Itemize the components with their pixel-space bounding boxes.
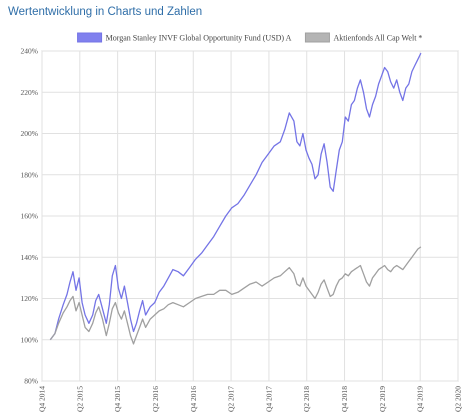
x-tick-label: Q4 2014 [38,386,47,412]
x-tick-label: Q2 2019 [378,386,387,412]
y-tick-label: 200% [21,129,39,138]
y-tick-label: 160% [21,212,39,221]
x-tick-label: Q4 2016 [189,386,198,412]
x-tick-label: Q2 2018 [302,386,311,412]
x-tick-label: Q4 2015 [113,386,122,412]
x-tick-label: Q2 2016 [151,386,160,412]
y-tick-label: 220% [21,88,39,97]
y-tick-label: 120% [21,294,39,303]
y-tick-label: 140% [21,253,39,262]
x-tick-label: Q4 2018 [340,386,349,412]
legend-swatch[interactable] [304,32,330,43]
grid [41,50,459,382]
y-tick-label: 180% [21,170,39,179]
legend-label[interactable]: Aktienfonds All Cap Welt * [333,34,422,43]
y-tick-label: 100% [21,335,39,344]
x-tick-label: Q2 2020 [454,386,463,412]
x-tick-label: Q2 2015 [75,386,84,412]
x-tick-label: Q2 2017 [227,386,236,412]
y-tick-label: 80% [24,377,38,386]
legend-swatch[interactable] [77,32,103,43]
y-tick-label: 240% [21,47,39,56]
series-line-0 [49,52,422,341]
x-tick-label: Q4 2017 [264,386,273,412]
x-tick-label: Q4 2019 [416,386,425,412]
series-line-1 [49,246,422,345]
page-title: Wertentwicklung in Charts und Zahlen [8,6,203,18]
legend-label[interactable]: Morgan Stanley INVF Global Opportunity F… [106,34,292,43]
axes: 80% 100% 120% 140% 160% 180% 200% 220% 240% Q4 20… [21,47,463,413]
legend[interactable]: Morgan Stanley INVF Global Opportunity F… [77,32,423,43]
series-lines [49,52,422,345]
